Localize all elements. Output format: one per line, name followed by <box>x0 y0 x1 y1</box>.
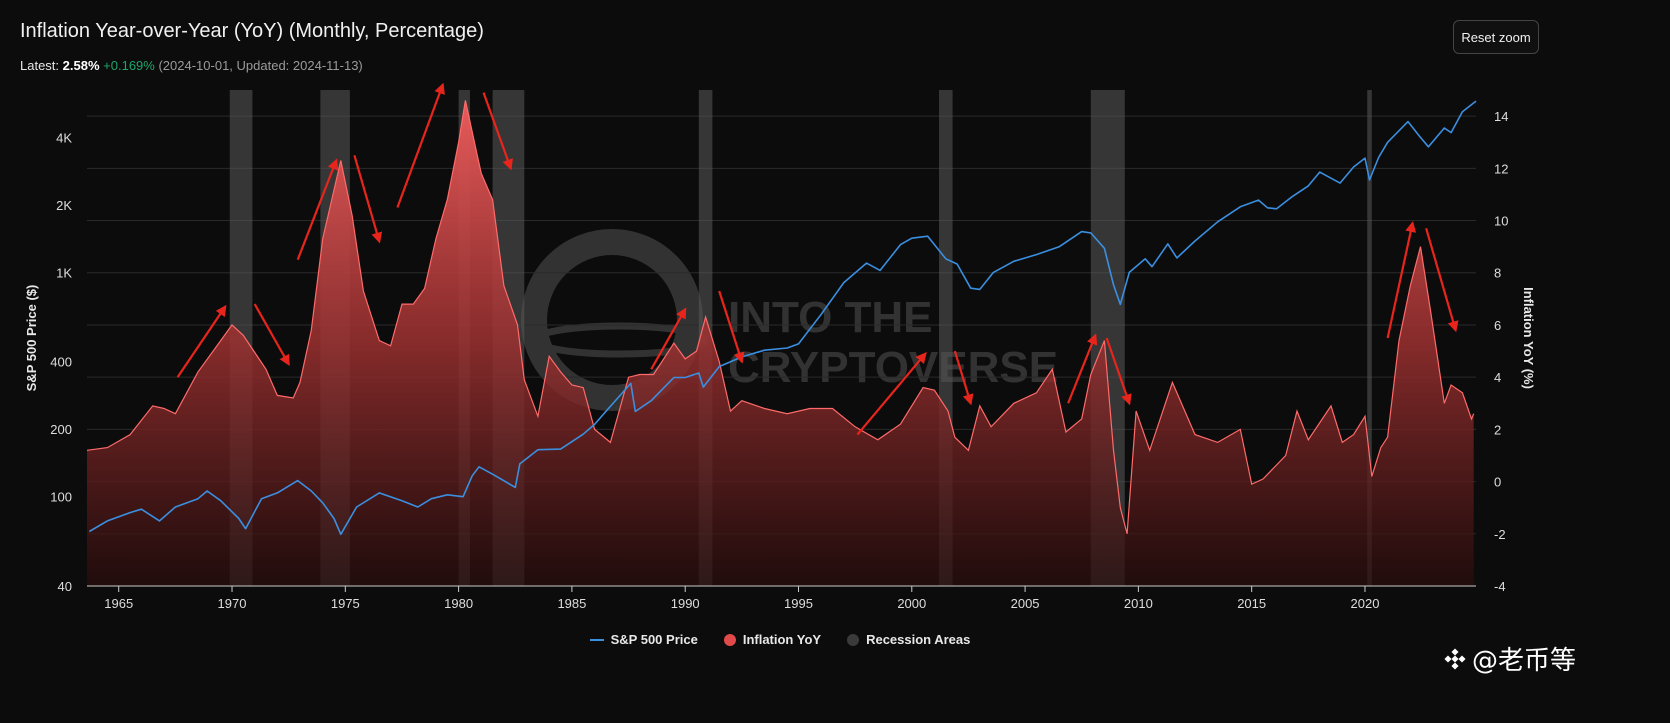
legend: S&P 500 Price Inflation YoY Recession Ar… <box>0 632 1560 647</box>
background-logo: INTO THE CRYPTOVERSE <box>521 229 1058 411</box>
y-right-tick-label: 12 <box>1494 161 1508 176</box>
latest-value: 2.58% <box>62 58 100 73</box>
annotation-arrows <box>176 82 1459 436</box>
annotation-arrow <box>1105 337 1132 406</box>
legend-dot-icon <box>847 633 860 646</box>
inflation-series <box>86 100 1475 587</box>
y-right-tick-label: 0 <box>1494 475 1501 490</box>
y-left-tick-label: 2K <box>56 198 72 213</box>
annotation-arrow <box>482 92 513 171</box>
x-tick-label: 1965 <box>104 596 133 611</box>
recession-area <box>1367 90 1372 586</box>
legend-dot-icon <box>723 633 736 646</box>
y-right-tick-label: -4 <box>1494 579 1506 594</box>
legend-label-recession: Recession Areas <box>866 632 971 647</box>
legend-item-recession[interactable]: Recession Areas <box>847 632 970 647</box>
x-tick-label: 1970 <box>218 596 247 611</box>
annotation-arrow <box>296 158 339 261</box>
annotation-arrow <box>396 82 445 208</box>
y-left-tick-label: 40 <box>58 579 72 594</box>
y-left-tick-label: 200 <box>50 422 72 437</box>
annotation-arrow <box>1067 333 1098 404</box>
y-right-tick-label: 14 <box>1494 109 1508 124</box>
latest-label: Latest: <box>20 58 60 73</box>
binance-logo-icon <box>1444 647 1466 670</box>
sp500-line <box>88 100 1477 536</box>
annotation-arrow <box>1425 228 1459 333</box>
legend-label-inflation: Inflation YoY <box>742 632 822 647</box>
x-tick-label: 1980 <box>444 596 473 611</box>
legend-label-sp500: S&P 500 Price <box>610 632 698 647</box>
legend-line-icon <box>589 638 604 641</box>
annotation-arrow <box>953 350 974 406</box>
inflation-area <box>87 100 1474 587</box>
y-right-tick-label: -2 <box>1494 527 1506 542</box>
y-left-tick-label: 4K <box>56 130 72 145</box>
annotation-arrow <box>1386 220 1417 339</box>
axes: 1965 1970 1975 1980 1985 1990 1995 2000 2005 2010… <box>24 109 1536 611</box>
y-right-tick-label: 10 <box>1494 214 1508 229</box>
y-right-tick-label: 6 <box>1494 318 1501 333</box>
annotation-arrow <box>253 303 290 367</box>
legend-item-sp500[interactable]: S&P 500 Price <box>589 632 698 647</box>
reset-zoom-button[interactable]: Reset zoom <box>1453 20 1539 54</box>
x-tick-label: 2020 <box>1351 596 1380 611</box>
chart-title: Inflation Year-over-Year (YoY) (Monthly,… <box>20 20 484 42</box>
x-tick-label: 2005 <box>1011 596 1040 611</box>
y-right-axis-label: Inflation YoY (%) <box>1521 287 1536 389</box>
x-tick-label: 2000 <box>897 596 926 611</box>
y-left-tick-label: 1K <box>56 265 72 280</box>
watermark: @老币等 <box>1444 640 1576 677</box>
latest-meta: (2024-10-01, Updated: 2024-11-13) <box>158 58 363 73</box>
x-tick-label: 1985 <box>557 596 586 611</box>
annotation-arrow <box>176 304 227 378</box>
y-left-tick-label: 400 <box>50 355 72 370</box>
annotation-arrow <box>718 290 745 364</box>
annotation-arrow <box>353 154 383 244</box>
y-left-axis-label: S&P 500 Price ($) <box>24 285 39 392</box>
y-right-tick-label: 4 <box>1494 370 1501 385</box>
watermark-text: @老币等 <box>1472 646 1577 676</box>
legend-item-inflation[interactable]: Inflation YoY <box>723 632 822 647</box>
sp500-series <box>88 100 1477 536</box>
x-tick-label: 1995 <box>784 596 813 611</box>
latest-change: +0.169% <box>103 58 155 73</box>
annotation-arrow <box>856 351 927 436</box>
logo-ring-icon <box>521 229 703 411</box>
x-tick-label: 1975 <box>331 596 360 611</box>
annotation-arrow <box>650 307 687 370</box>
latest-summary: Latest: 2.58% +0.169% (2024-10-01, Updat… <box>20 58 363 73</box>
x-tick-label: 2010 <box>1124 596 1153 611</box>
y-right-tick-label: 2 <box>1494 422 1501 437</box>
logo-text-line2: CRYPTOVERSE <box>728 343 1058 392</box>
inflation-line <box>86 100 1475 534</box>
y-right-tick-label: 8 <box>1494 266 1501 281</box>
y-left-tick-label: 100 <box>50 490 72 505</box>
x-tick-label: 2015 <box>1237 596 1266 611</box>
x-tick-label: 1990 <box>671 596 700 611</box>
